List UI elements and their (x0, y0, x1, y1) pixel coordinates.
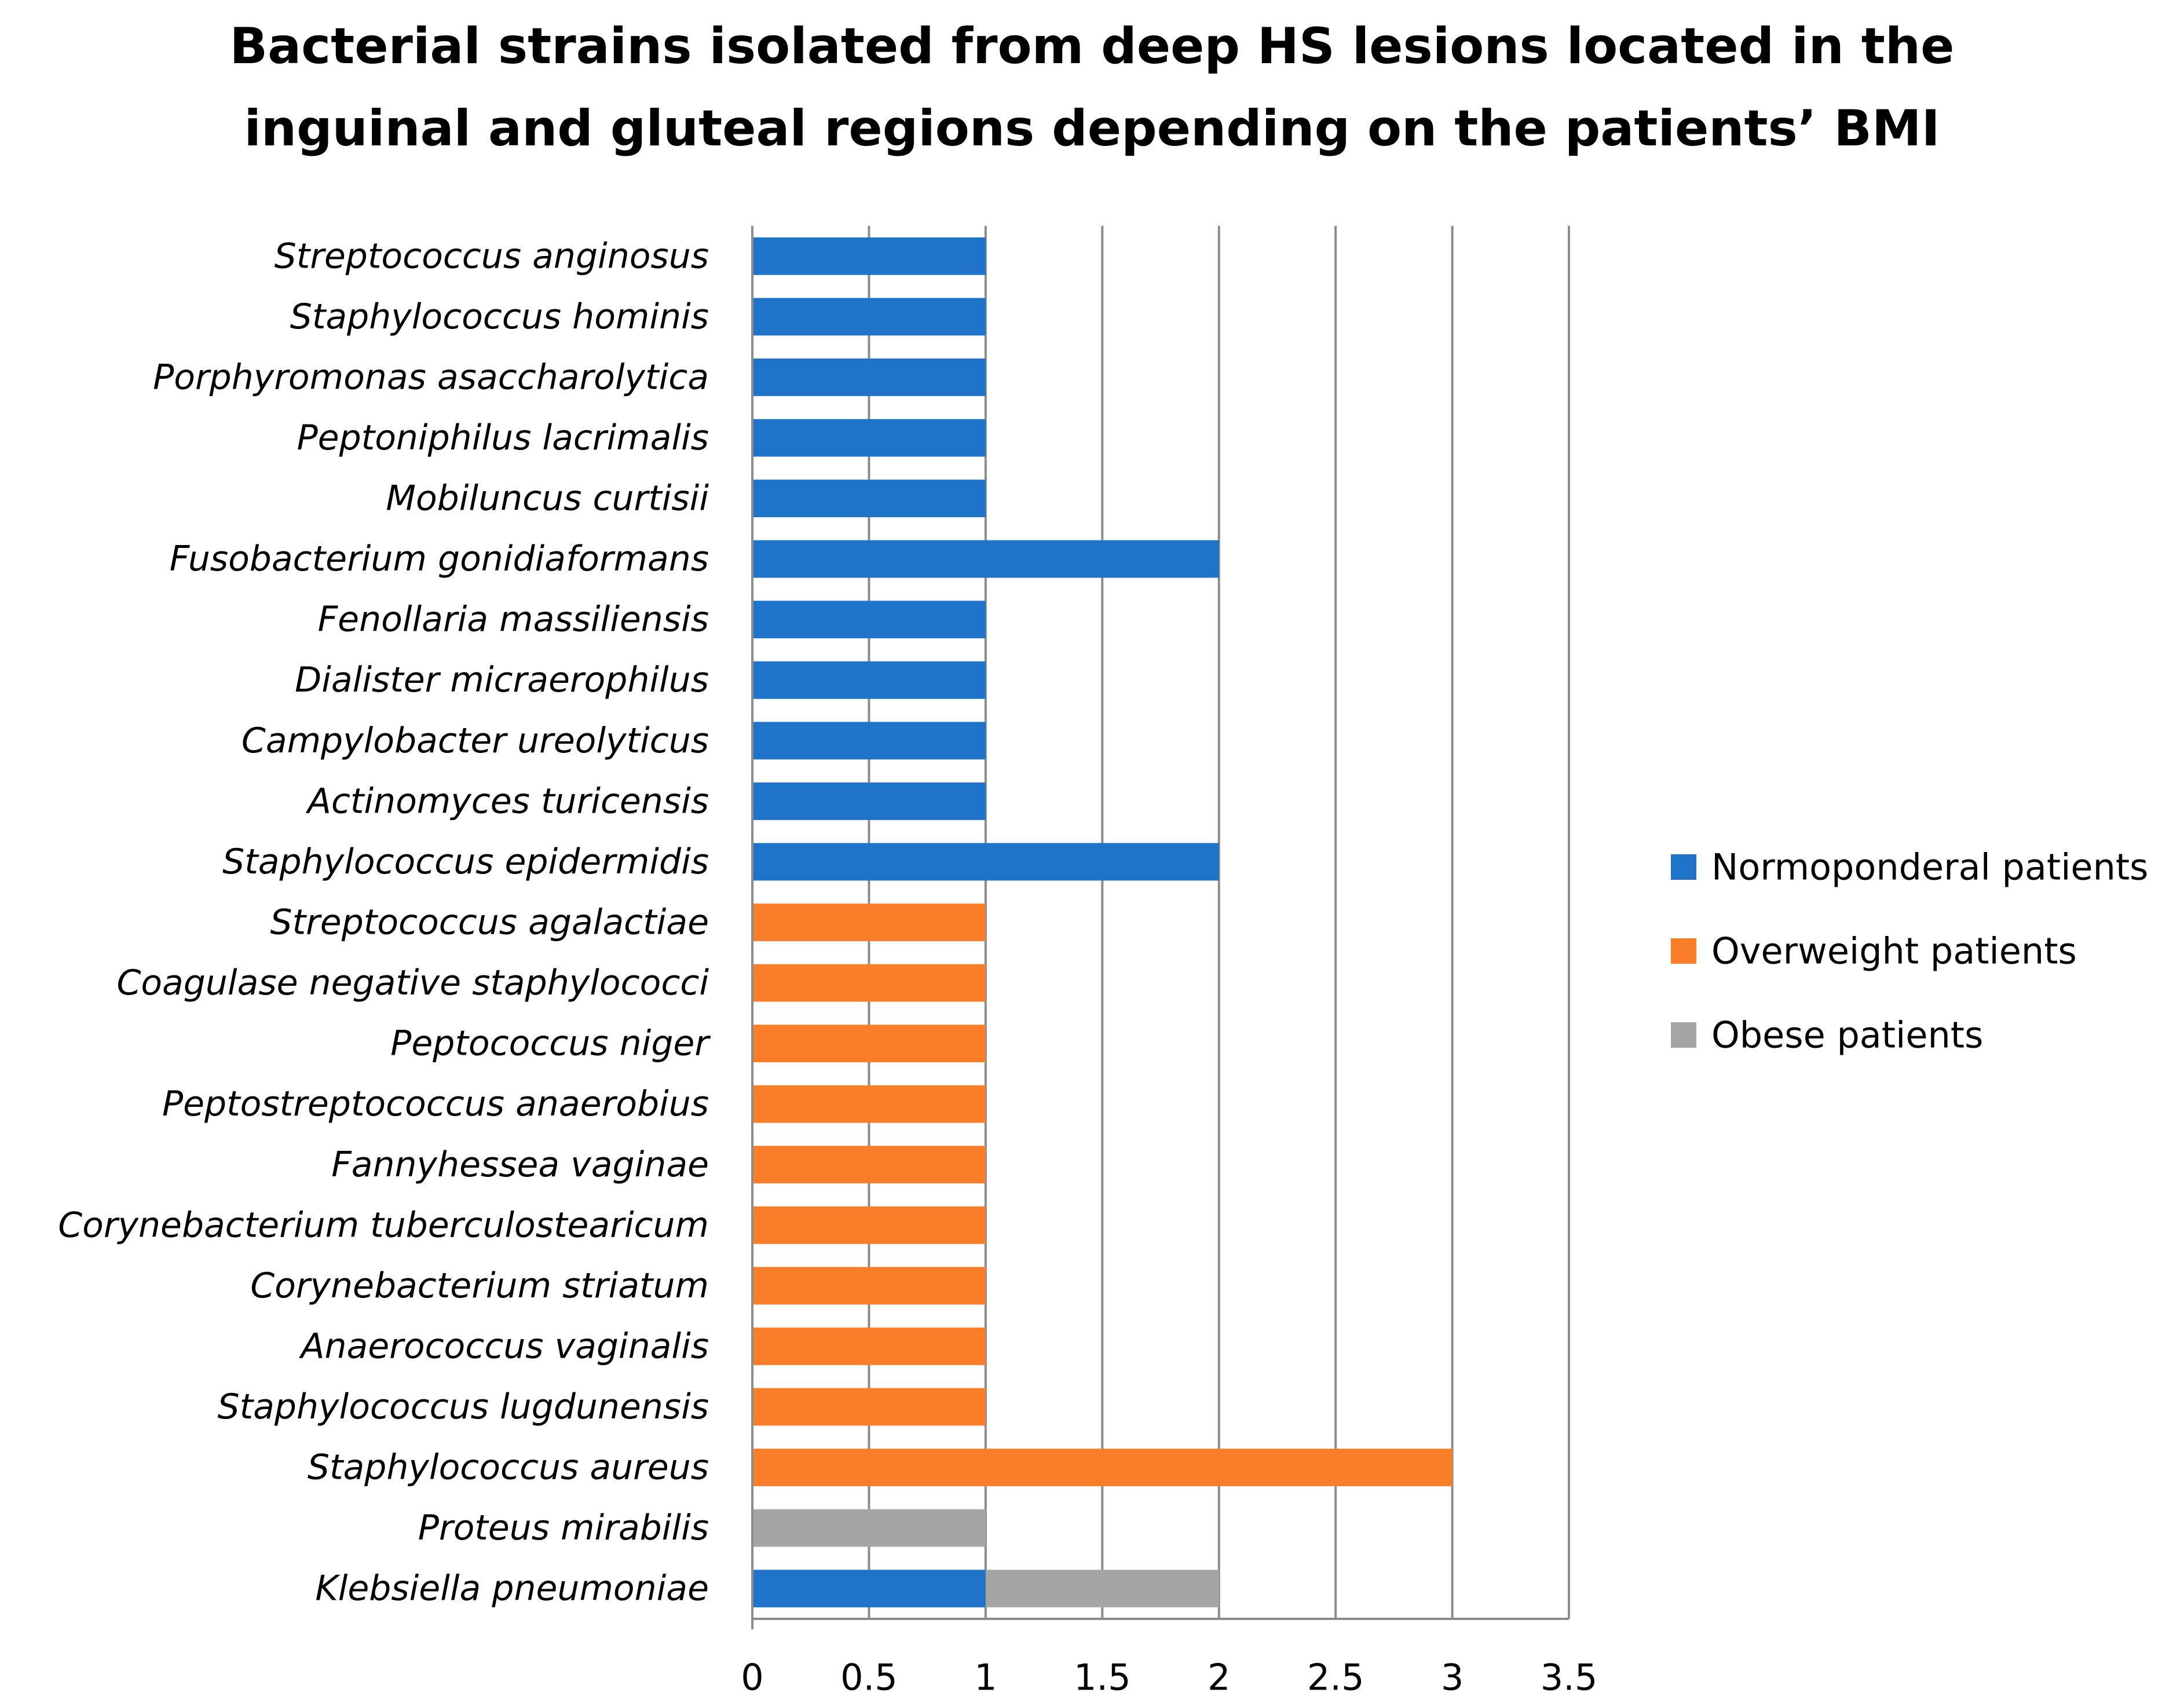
bar-2-series-0 (752, 358, 986, 396)
category-label-4: Mobiluncus curtisii (386, 478, 709, 519)
bar-6-series-0 (752, 601, 986, 639)
legend-swatch-1 (1671, 938, 1696, 964)
category-label-12: Coagulase negative staphylococci (116, 963, 709, 1003)
axes (751, 226, 1569, 1629)
category-label-13: Peptococcus niger (390, 1023, 711, 1064)
bar-15-series-1 (752, 1146, 986, 1184)
legend-label-2: Obese patients (1711, 1014, 1983, 1056)
category-label-17: Corynebacterium striatum (250, 1266, 709, 1306)
bar-18-series-1 (752, 1328, 986, 1365)
category-label-5: Fusobacterium gonidiaformans (170, 539, 709, 579)
x-tick-label-3: 1.5 (1074, 1657, 1131, 1699)
bars (752, 237, 1453, 1608)
category-label-14: Peptostreptococcus anaerobius (162, 1084, 709, 1124)
category-label-9: Actinomyces turicensis (305, 781, 709, 821)
category-label-7: Dialister micraerophilus (295, 660, 709, 700)
x-tick-label-5: 2.5 (1307, 1657, 1364, 1699)
x-tick-label-4: 2 (1208, 1657, 1230, 1699)
legend: Normoponderal patients Overweight patient… (1671, 846, 2148, 1056)
x-tick-labels: 0 0.5 1 1.5 2 2.5 3 3.5 (741, 1657, 1597, 1699)
bar-9-series-0 (752, 782, 986, 820)
bar-22-series-2 (985, 1570, 1219, 1608)
x-tick-label-7: 3.5 (1541, 1657, 1598, 1699)
legend-label-0: Normoponderal patients (1711, 846, 2148, 888)
x-tick-label-6: 3 (1441, 1657, 1464, 1699)
bar-11-series-1 (752, 904, 986, 941)
chart-title-line-1: Bacterial strains isolated from deep HS … (229, 17, 1955, 75)
category-label-15: Fannyhessea vaginae (331, 1144, 709, 1185)
legend-label-1: Overweight patients (1711, 930, 2077, 972)
bar-0-series-0 (752, 237, 986, 275)
legend-swatch-0 (1671, 854, 1696, 880)
bar-7-series-0 (752, 661, 986, 699)
bar-5-series-0 (752, 540, 1219, 578)
bar-12-series-1 (752, 964, 986, 1002)
bar-3-series-0 (752, 419, 986, 457)
chart-title-line-2: inguinal and gluteal regions depending o… (244, 100, 1940, 158)
category-label-11: Streptococcus agalactiae (270, 902, 709, 943)
bar-10-series-0 (752, 843, 1219, 881)
category-label-10: Staphylococcus epidermidis (222, 842, 709, 882)
x-tick-label-0: 0 (741, 1657, 763, 1699)
category-labels: Streptococcus anginosus Staphylococcus ho… (58, 236, 711, 1608)
category-label-6: Fenollaria massiliensis (318, 599, 709, 640)
bar-8-series-0 (752, 722, 986, 760)
bar-14-series-1 (752, 1085, 986, 1123)
bar-13-series-1 (752, 1025, 986, 1063)
bar-22-series-0 (752, 1570, 986, 1608)
bar-20-series-1 (752, 1449, 1453, 1487)
category-label-22: Klebsiella pneumoniae (315, 1568, 709, 1609)
category-label-1: Staphylococcus hominis (290, 297, 709, 337)
bar-16-series-1 (752, 1206, 986, 1244)
category-label-0: Streptococcus anginosus (275, 236, 709, 276)
legend-swatch-2 (1671, 1022, 1696, 1048)
bar-4-series-0 (752, 480, 986, 517)
bar-1-series-0 (752, 298, 986, 336)
category-label-18: Anaerococcus vaginalis (298, 1326, 709, 1366)
bar-21-series-2 (752, 1509, 986, 1547)
x-tick-label-2: 1 (974, 1657, 997, 1699)
x-tick-label-1: 0.5 (840, 1657, 898, 1699)
category-label-21: Proteus mirabilis (418, 1508, 709, 1548)
category-label-20: Staphylococcus aureus (308, 1447, 709, 1488)
category-label-16: Corynebacterium tuberculostearicum (58, 1205, 709, 1245)
category-label-2: Porphyromonas asaccharolytica (153, 357, 709, 397)
category-label-3: Peptoniphilus lacrimalis (297, 418, 709, 458)
category-label-19: Staphylococcus lugdunensis (218, 1387, 709, 1427)
category-label-8: Campylobacter ureolyticus (242, 721, 709, 761)
bar-19-series-1 (752, 1388, 986, 1426)
bar-17-series-1 (752, 1267, 986, 1305)
